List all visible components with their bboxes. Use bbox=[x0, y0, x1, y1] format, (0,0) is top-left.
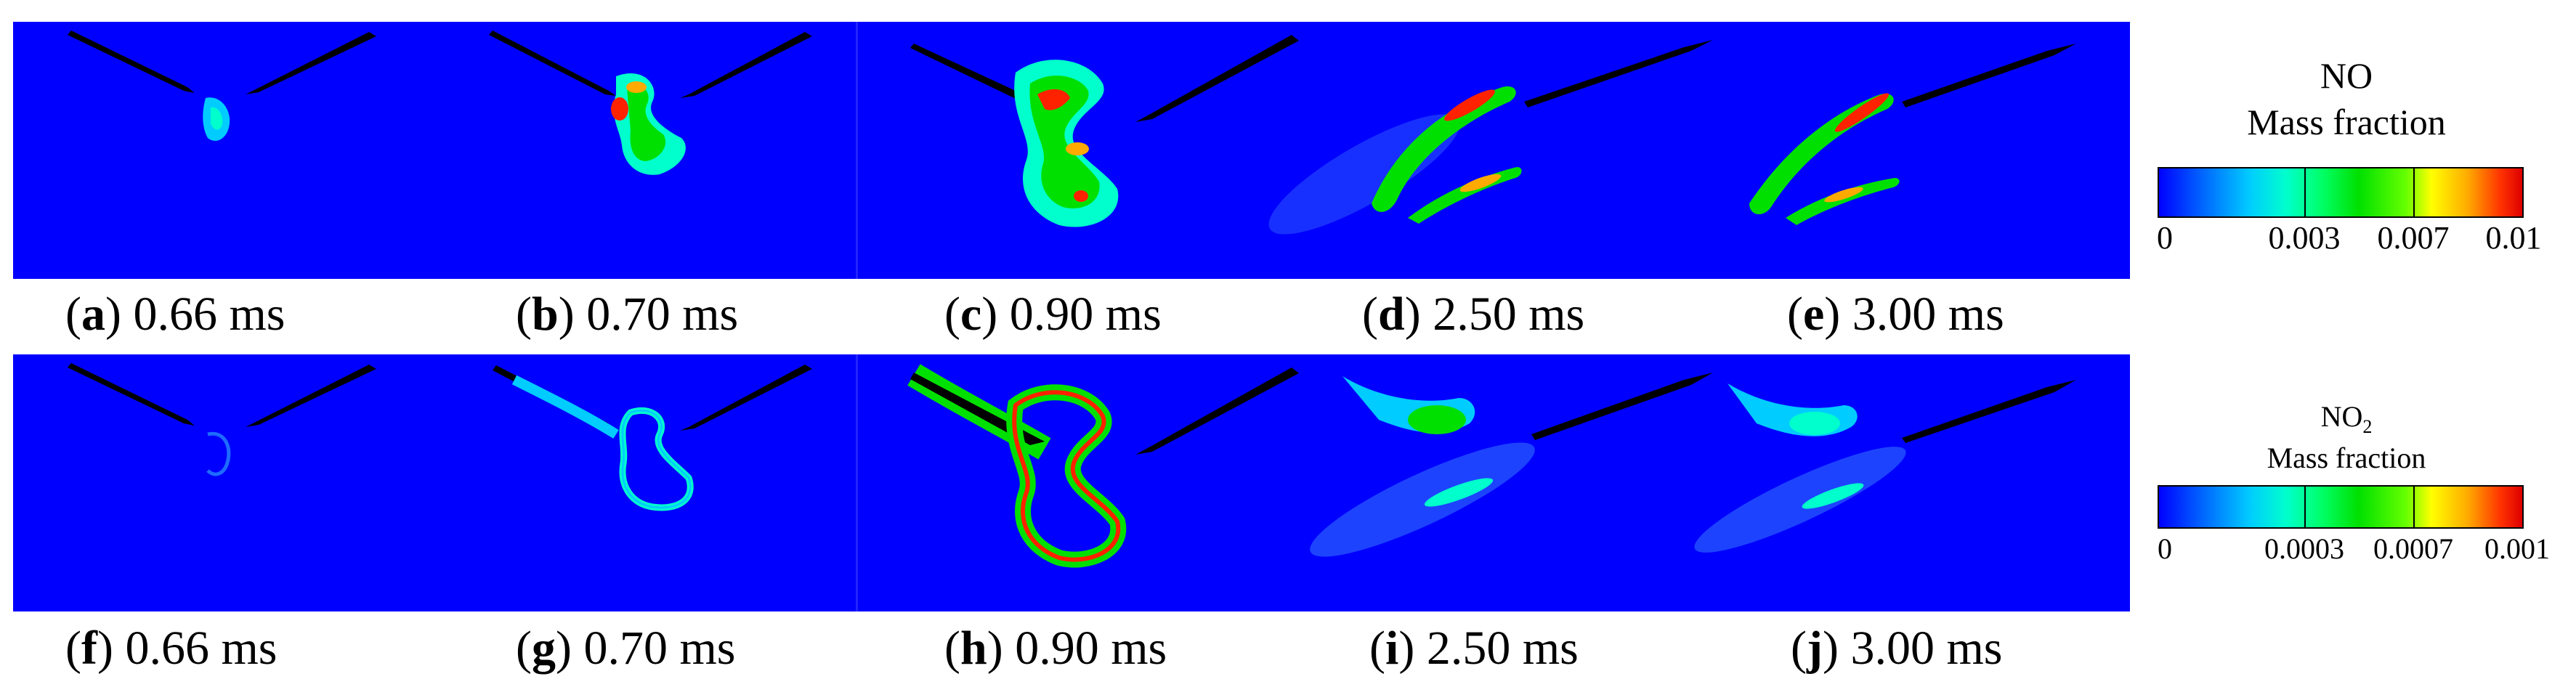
no2-colorbar bbox=[2158, 485, 2524, 529]
caption-a: (a) 0.66 ms bbox=[65, 288, 285, 341]
panel-d-contour bbox=[1268, 40, 1713, 235]
no-tick-label: 0.01 bbox=[2485, 220, 2542, 256]
no2-tick-label: 0.0007 bbox=[2373, 532, 2453, 565]
panel-f-contour bbox=[68, 363, 376, 476]
no-tick-label: 0.007 bbox=[2377, 220, 2450, 256]
panel-b-contour bbox=[489, 31, 812, 175]
panel-j-contour bbox=[1694, 380, 2076, 553]
panel-divider bbox=[856, 22, 858, 279]
no2-tick-label: 0.0003 bbox=[2264, 532, 2344, 565]
caption-j: (j) 3.00 ms bbox=[1791, 622, 2003, 675]
panel-i-contour bbox=[1310, 373, 1713, 557]
no2-contour-plots bbox=[68, 363, 2076, 568]
colorbar-tick bbox=[2413, 487, 2415, 527]
no-legend-subtitle: Mass fraction bbox=[2247, 102, 2446, 142]
caption-b: (b) 0.70 ms bbox=[516, 288, 739, 341]
no2-contour-strip bbox=[13, 354, 2130, 611]
caption-i: (i) 2.50 ms bbox=[1369, 622, 1579, 675]
panel-divider bbox=[856, 354, 858, 611]
no-contour-plots bbox=[68, 31, 2076, 235]
panel-e-contour bbox=[1749, 44, 2076, 225]
colorbar-tick bbox=[2304, 487, 2306, 527]
caption-g: (g) 0.70 ms bbox=[516, 622, 736, 675]
no2-legend-subtitle: Mass fraction bbox=[2267, 442, 2426, 474]
caption-f: (f) 0.66 ms bbox=[65, 622, 278, 675]
no-legend-species: NO bbox=[2320, 55, 2373, 96]
panel-g-contour bbox=[493, 365, 812, 511]
panel-c-contour bbox=[910, 35, 1299, 227]
no2-legend-title: NO2 Mass fraction bbox=[2143, 399, 2550, 475]
no-colorbar bbox=[2158, 167, 2524, 218]
no-tick-label: 0.003 bbox=[2268, 220, 2341, 256]
caption-d: (d) 2.50 ms bbox=[1362, 288, 1585, 341]
panel-h-contour bbox=[907, 364, 1299, 568]
no2-tick-label: 0 bbox=[2158, 532, 2172, 565]
colorbar-tick bbox=[2413, 168, 2415, 216]
caption-e: (e) 3.00 ms bbox=[1787, 288, 2004, 341]
no-tick-label: 0 bbox=[2157, 220, 2173, 256]
caption-c: (c) 0.90 ms bbox=[944, 288, 1162, 341]
no-contour-strip bbox=[13, 22, 2130, 279]
caption-h: (h) 0.90 ms bbox=[944, 622, 1167, 675]
no-legend-title: NO Mass fraction bbox=[2143, 54, 2550, 143]
no2-legend-species: NO2 bbox=[2320, 400, 2373, 437]
panel-a-contour bbox=[68, 31, 376, 141]
colorbar-tick bbox=[2304, 168, 2306, 216]
no2-tick-label: 0.001 bbox=[2484, 532, 2550, 565]
